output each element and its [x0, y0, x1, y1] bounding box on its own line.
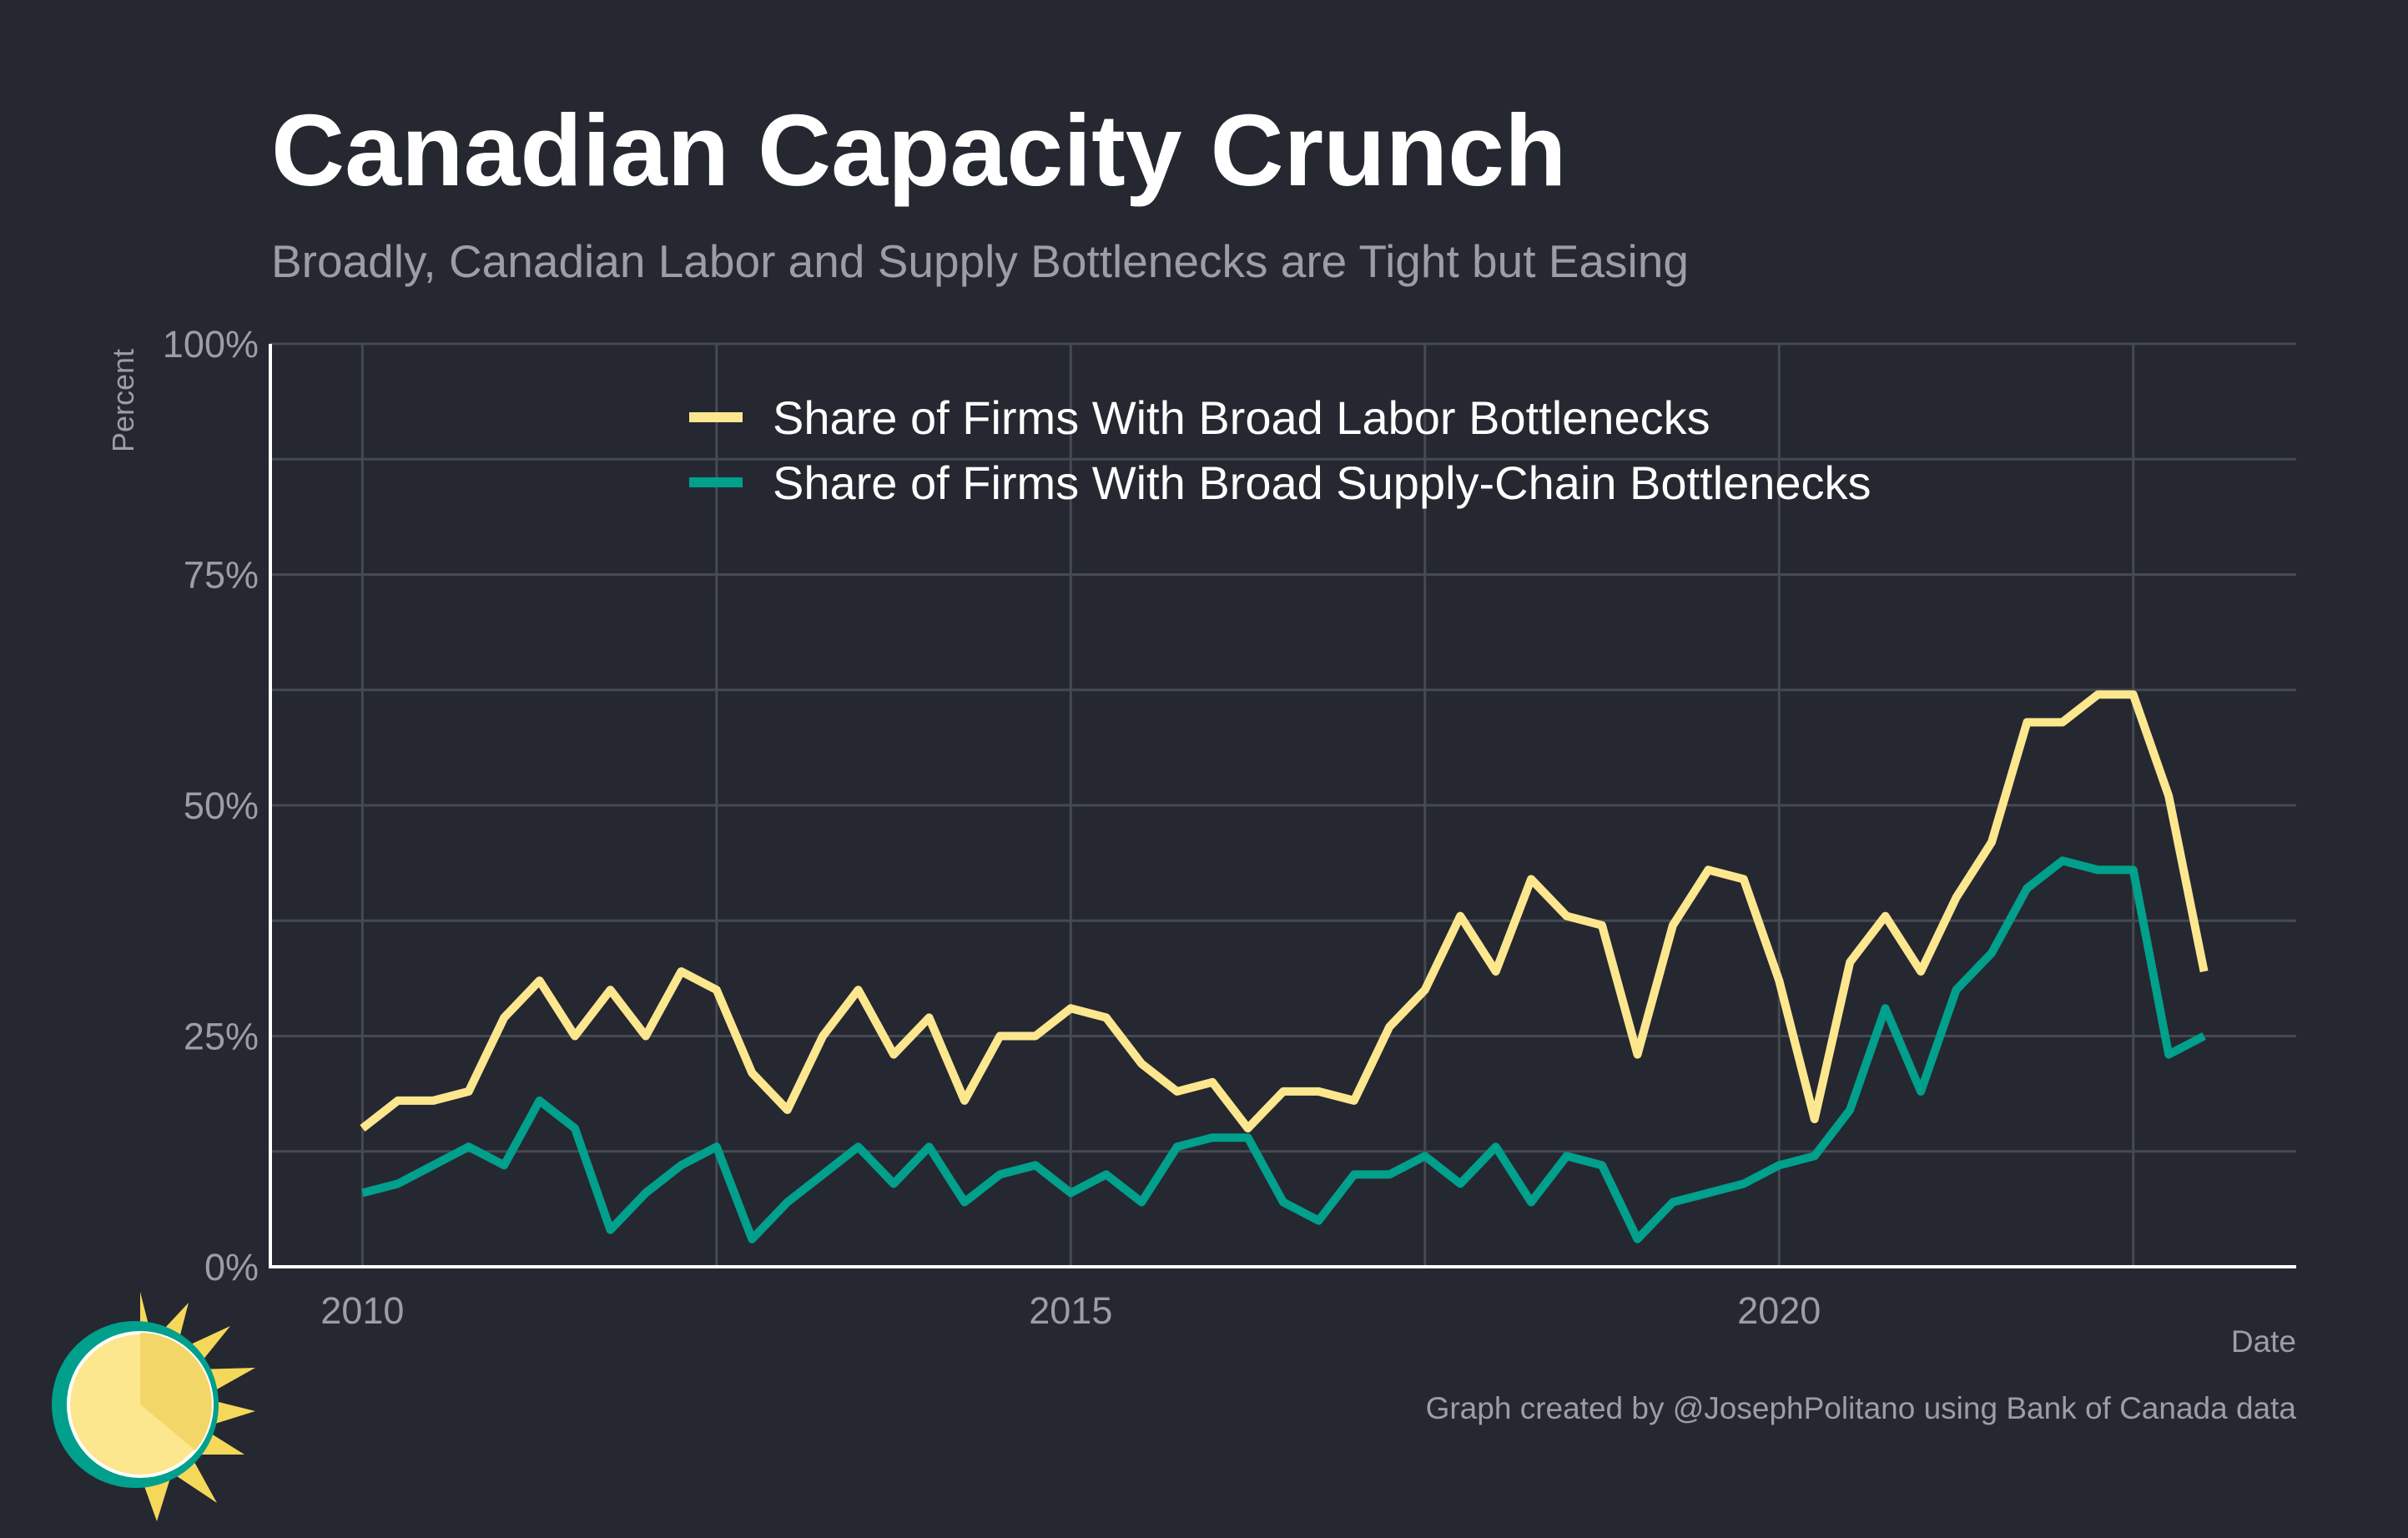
caption: Graph created by @JosephPolitano using B… — [1426, 1391, 2297, 1425]
legend: Share of Firms With Broad Labor Bottlene… — [689, 391, 1871, 509]
legend-label: Share of Firms With Broad Labor Bottlene… — [773, 391, 1710, 444]
axes — [269, 344, 2296, 1268]
tick-labels: 0% 25% 50% 75% 100% 2010 2015 2020 — [163, 323, 1821, 1332]
chart-title: Canadian Capacity Crunch — [271, 93, 1566, 207]
y-axis-title: Percent — [106, 349, 140, 452]
chart-subtitle: Broadly, Canadian Labor and Supply Bottl… — [271, 235, 1689, 287]
series — [360, 690, 2209, 1243]
series-line-labor — [360, 690, 2209, 1133]
sun-shade — [140, 1333, 212, 1450]
sun-icon — [52, 1292, 255, 1521]
y-tick-label: 50% — [184, 784, 259, 827]
x-tick-label: 2015 — [1029, 1289, 1112, 1332]
series-line-supply-chain — [361, 856, 2206, 1243]
grid — [270, 342, 2296, 1268]
y-tick-label: 25% — [184, 1016, 259, 1058]
y-tick-label: 0% — [204, 1246, 259, 1288]
y-tick-label: 100% — [163, 323, 259, 366]
x-tick-label: 2010 — [320, 1289, 404, 1332]
legend-label: Share of Firms With Broad Supply-Chain B… — [773, 456, 1871, 509]
x-tick-label: 2020 — [1737, 1289, 1821, 1332]
x-axis-title: Date — [2231, 1324, 2296, 1359]
y-tick-label: 75% — [184, 554, 259, 597]
